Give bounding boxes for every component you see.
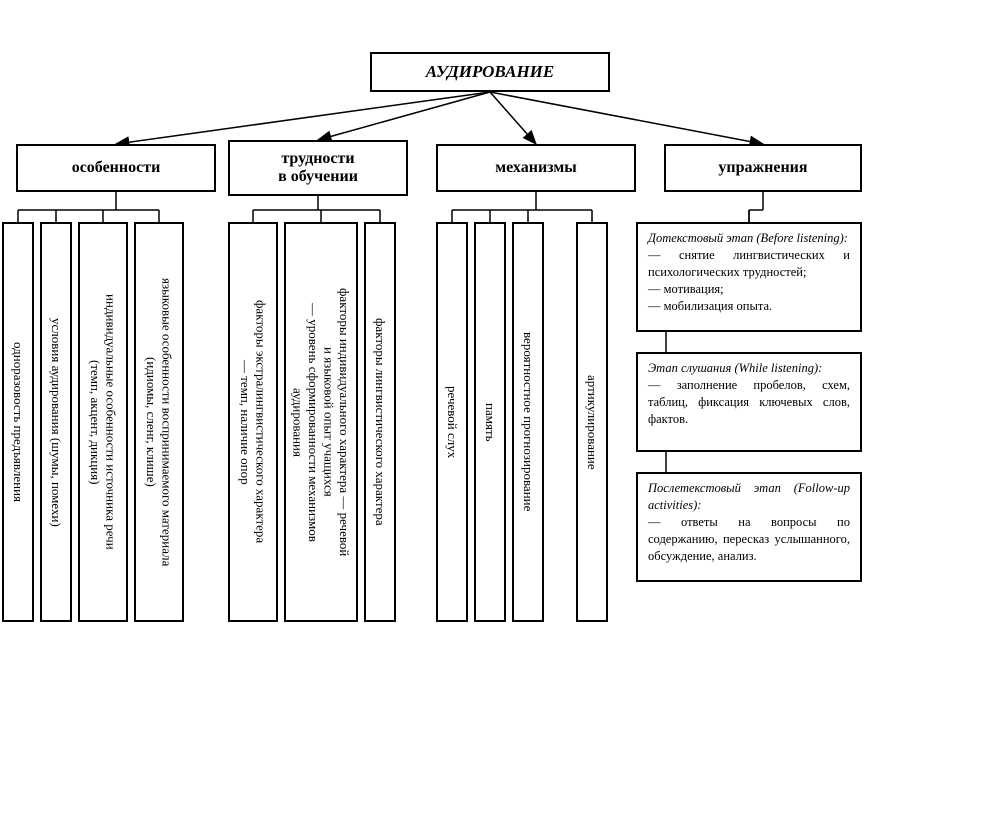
- vertical-item-label: артикулирование: [584, 375, 600, 470]
- vertical-item: речевой слух: [436, 222, 468, 622]
- stage-before-listening: Дотекстовый этап (Before listening):— сн…: [636, 222, 862, 332]
- vertical-item: факторы индивидуального характера — рече…: [284, 222, 358, 622]
- vertical-item-label: факторы индивидуального характера — рече…: [290, 288, 352, 556]
- vertical-item-label: языковые особенности воспринимаемого мат…: [143, 278, 174, 566]
- category-difficulty: трудности в обучении: [228, 140, 408, 196]
- stage-line: — мобилизация опыта.: [648, 298, 850, 315]
- stage-while-listening: Этап слушания (While listening):— заполн…: [636, 352, 862, 452]
- vertical-item: факторы экстралингвистического характера…: [228, 222, 278, 622]
- vertical-item: вероятностное прогнозирование: [512, 222, 544, 622]
- root-node: АУДИРОВАНИЕ: [370, 52, 610, 92]
- category-features: особенности: [16, 144, 216, 192]
- vertical-item-label: индивидуальные особенности источника реч…: [87, 294, 118, 550]
- category-label: особенности: [72, 159, 161, 177]
- diagram-canvas: АУДИРОВАНИЕ особенности трудности в обуч…: [0, 0, 1008, 828]
- stage-title: Этап слушания (While listening):: [648, 360, 850, 377]
- category-label: механизмы: [495, 159, 577, 177]
- stage-line: — снятие лингвистических и психологическ…: [648, 247, 850, 281]
- vertical-item: языковые особенности воспринимаемого мат…: [134, 222, 184, 622]
- vertical-item-label: вероятностное прогнозирование: [520, 332, 536, 511]
- stage-title: Дотекстовый этап (Before listening):: [648, 230, 850, 247]
- stage-title: Послетекстовый этап (Follow-up activitie…: [648, 480, 850, 514]
- vertical-item-label: речевой слух: [444, 386, 460, 458]
- vertical-item-label: одноразовость предъявления: [10, 342, 26, 502]
- vertical-item-label: условия аудирования (шумы, помехи): [48, 318, 64, 527]
- vertical-item: одноразовость предъявления: [2, 222, 34, 622]
- vertical-item: память: [474, 222, 506, 622]
- category-label: трудности в обучении: [278, 150, 358, 187]
- category-mechanisms: механизмы: [436, 144, 636, 192]
- category-exercises: упражнения: [664, 144, 862, 192]
- stage-line: — заполнение пробелов, схем, таблиц, фик…: [648, 377, 850, 428]
- stage-line: — ответы на вопросы по содержанию, перес…: [648, 514, 850, 565]
- vertical-item: артикулирование: [576, 222, 608, 622]
- stage-followup: Послетекстовый этап (Follow-up activitie…: [636, 472, 862, 582]
- vertical-item-label: факторы экстралингвистического характера…: [237, 300, 268, 543]
- vertical-item: индивидуальные особенности источника реч…: [78, 222, 128, 622]
- stage-line: — мотивация;: [648, 281, 850, 298]
- vertical-item-label: память: [482, 403, 498, 442]
- category-label: упражнения: [718, 159, 807, 177]
- vertical-item: условия аудирования (шумы, помехи): [40, 222, 72, 622]
- vertical-item: факторы лингвистического характера: [364, 222, 396, 622]
- root-label: АУДИРОВАНИЕ: [426, 62, 555, 82]
- vertical-item-label: факторы лингвистического характера: [372, 318, 388, 526]
